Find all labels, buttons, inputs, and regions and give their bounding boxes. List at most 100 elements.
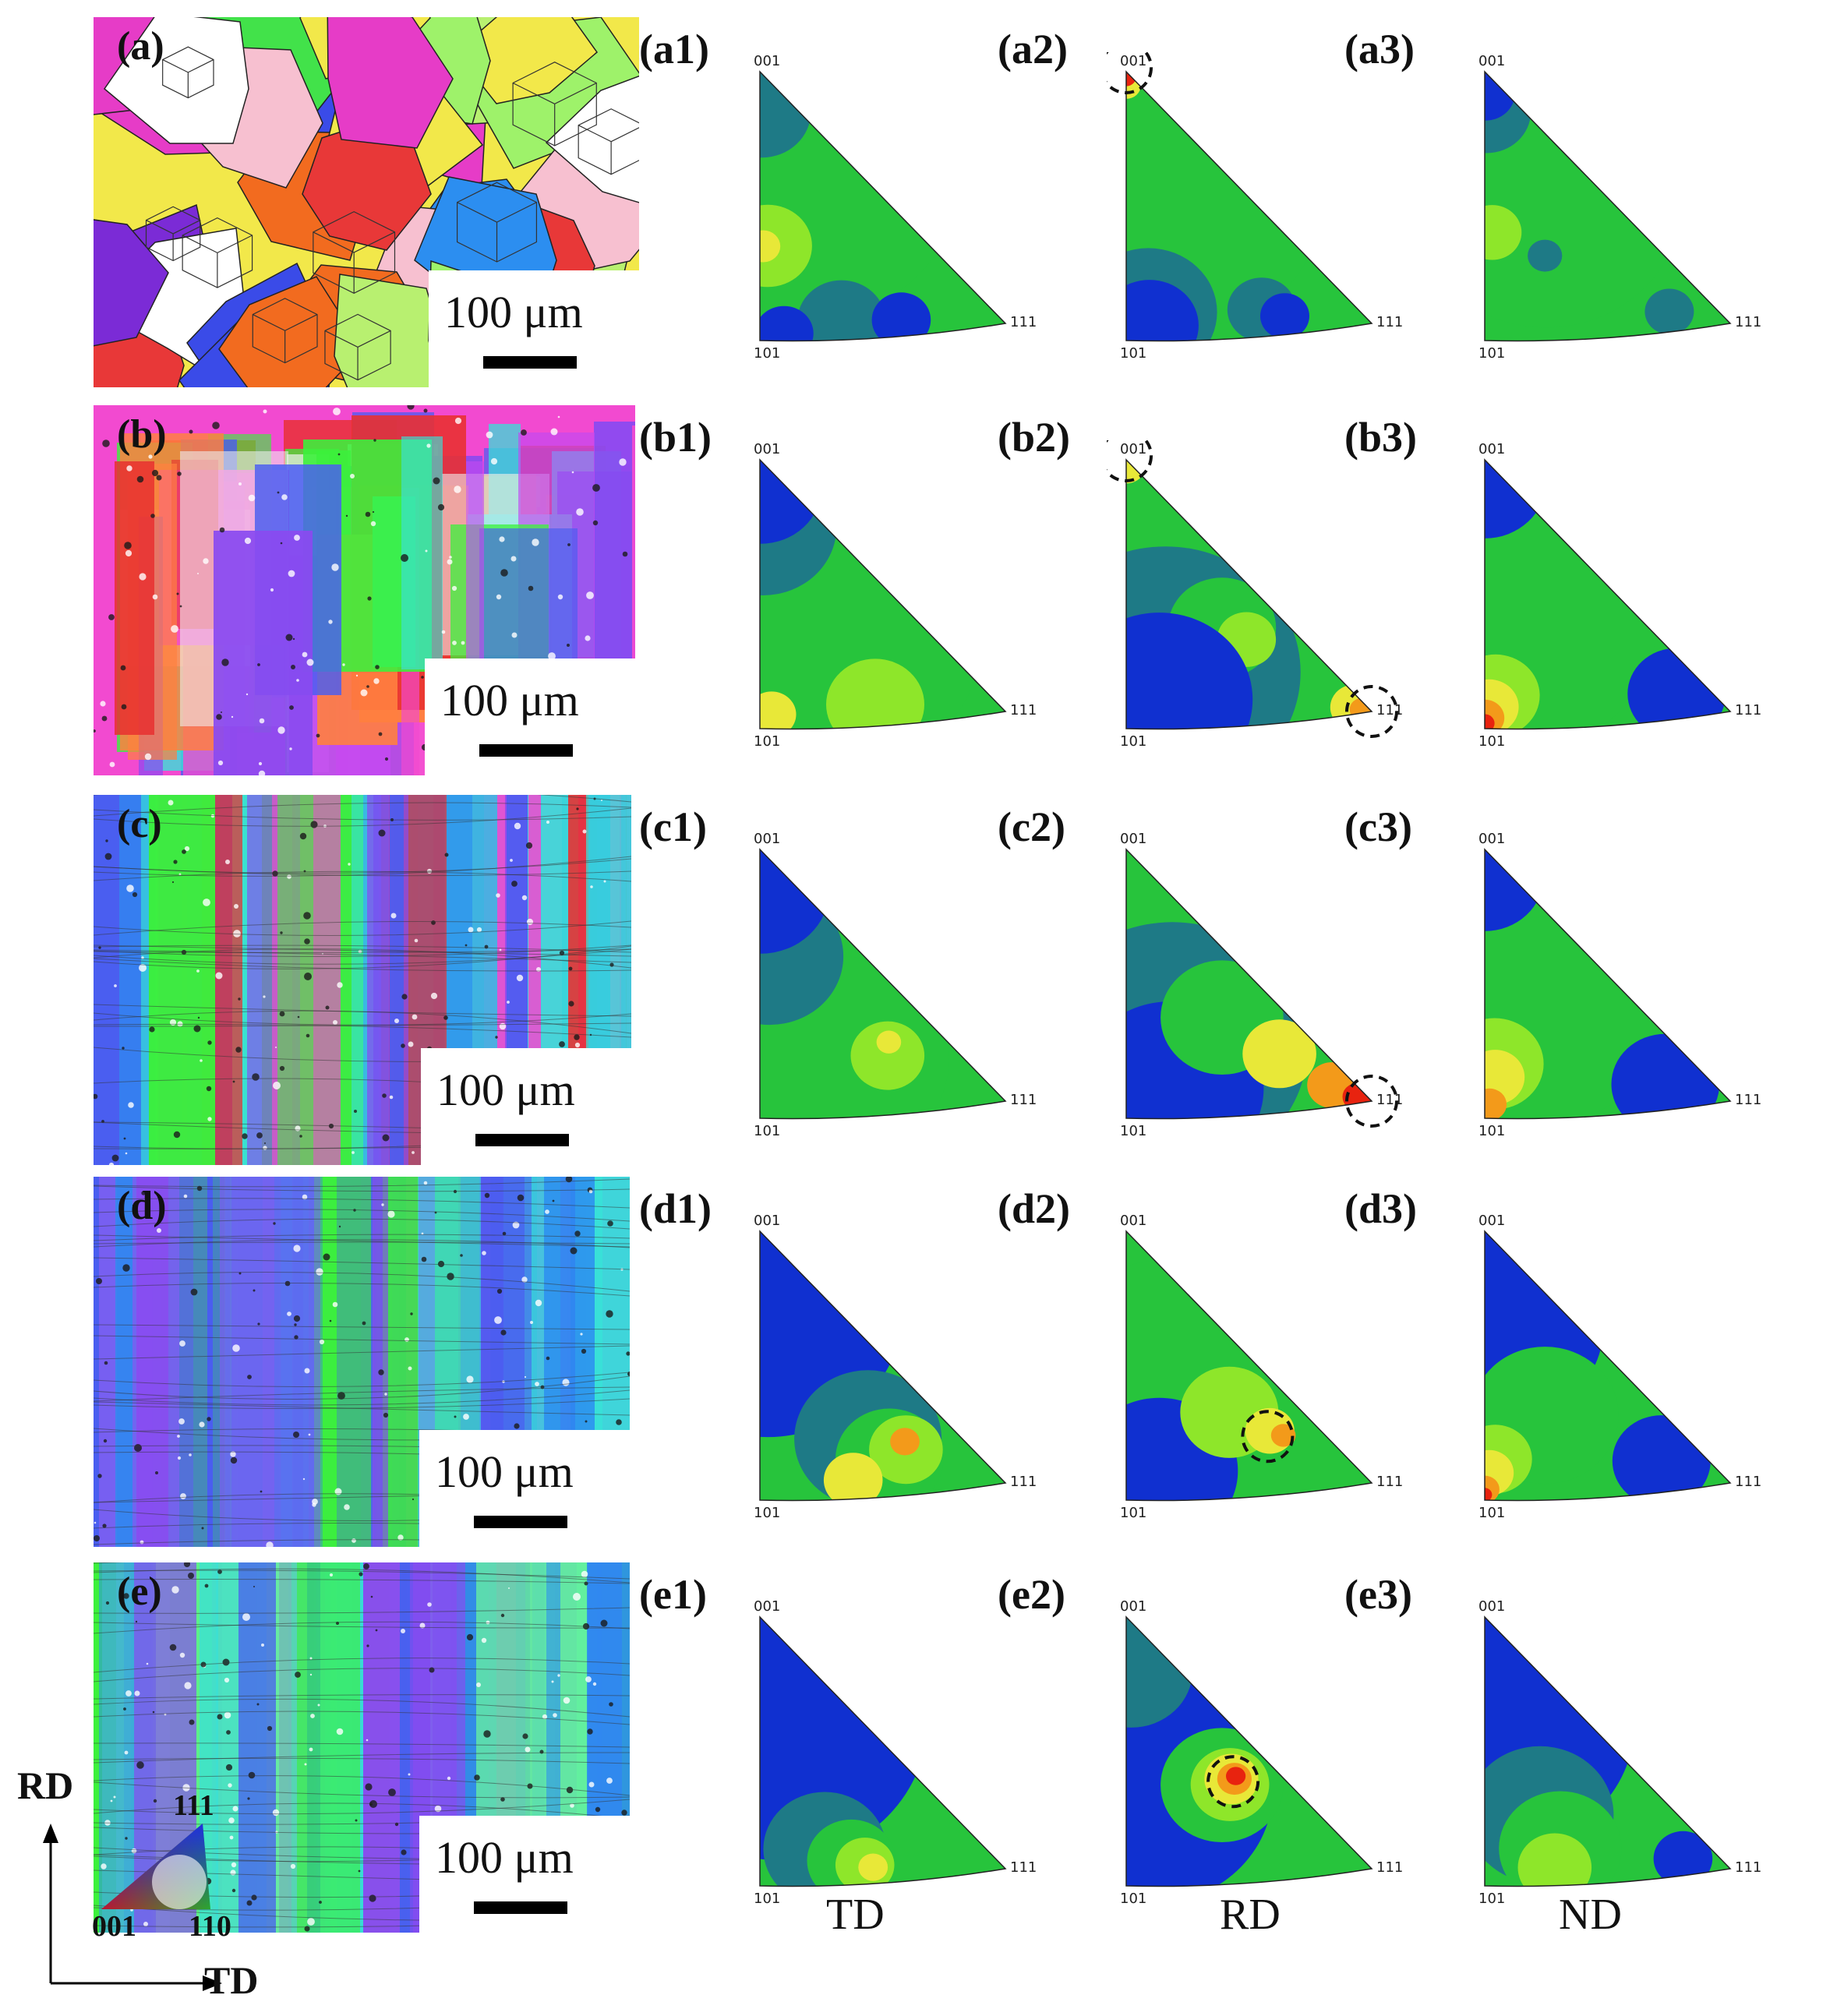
- sample-axes: [43, 1824, 222, 1991]
- pole-figure-label: (d3): [1344, 1185, 1417, 1232]
- pole-figure-label: (b2): [998, 414, 1070, 461]
- pole-label-001: 001: [1478, 1213, 1505, 1229]
- pole-label-111: 111: [1376, 1092, 1403, 1108]
- direction-column-label: ND: [1559, 1891, 1622, 1939]
- inverse-pole-figure: 001 101 111: [1478, 53, 1761, 362]
- legend-label-001: 001: [92, 1910, 136, 1943]
- scale-bar-box: [419, 1816, 630, 1952]
- pole-label-001: 001: [754, 831, 780, 847]
- pole-label-111: 111: [1735, 1092, 1761, 1108]
- panel-label: (d): [117, 1184, 167, 1228]
- direction-column-label: TD: [826, 1891, 885, 1939]
- pole-label-111: 111: [1376, 702, 1403, 718]
- scale-bar-label: 100 μm: [444, 287, 583, 337]
- pole-label-101: 101: [754, 1505, 780, 1521]
- ipf-colour-legend: [101, 1824, 210, 1909]
- inverse-pole-figure: 001 101 111: [754, 1598, 1037, 1907]
- pole-figure-label: (a1): [639, 26, 709, 72]
- scale-bar: [474, 1516, 567, 1528]
- pole-label-111: 111: [1376, 1859, 1403, 1876]
- pole-figure-label: (a2): [998, 26, 1068, 72]
- pole-label-001: 001: [754, 1598, 780, 1615]
- pole-label-001: 001: [1120, 1213, 1146, 1229]
- highlight-circle: [1107, 440, 1153, 482]
- pole-label-111: 111: [1735, 1474, 1761, 1490]
- pole-label-111: 111: [1376, 1474, 1403, 1490]
- pole-label-101: 101: [1478, 733, 1505, 750]
- inverse-pole-figure: 001 101 111: [1478, 1598, 1761, 1907]
- pole-label-001: 001: [754, 53, 780, 69]
- pole-figure-label: (e2): [998, 1571, 1065, 1618]
- pole-label-001: 001: [1478, 1598, 1505, 1615]
- pole-label-101: 101: [754, 1123, 780, 1139]
- pole-label-111: 111: [1376, 314, 1403, 330]
- scale-bar-label: 100 μm: [435, 1446, 574, 1497]
- pole-label-111: 111: [1735, 702, 1761, 718]
- pole-label-101: 101: [1120, 1123, 1146, 1139]
- highlight-circle: [1345, 1075, 1398, 1128]
- panel-label: (c): [117, 802, 162, 846]
- inverse-pole-figure: 001 101 111: [1120, 831, 1403, 1139]
- pole-label-001: 001: [1120, 831, 1146, 847]
- pole-label-101: 101: [754, 1891, 780, 1907]
- pole-figure-label: (a3): [1344, 26, 1415, 72]
- pole-label-101: 101: [1478, 1123, 1505, 1139]
- scale-bar-label: 100 μm: [440, 675, 579, 726]
- axis-label-vertical: RD: [17, 1764, 74, 1807]
- pole-label-111: 111: [1010, 1859, 1037, 1876]
- pole-figure-label: (b1): [639, 414, 712, 461]
- highlight-circle: [1206, 1755, 1260, 1809]
- ipf-orientation-map: [94, 1562, 630, 1933]
- scale-bar: [483, 356, 577, 369]
- pole-label-001: 001: [1478, 831, 1505, 847]
- inverse-pole-figure: 001 101 111: [1478, 441, 1761, 750]
- pole-figure-label: (c3): [1344, 803, 1412, 850]
- pole-label-001: 001: [1478, 53, 1505, 69]
- highlight-circle: [1241, 1410, 1295, 1463]
- direction-column-label: RD: [1220, 1891, 1281, 1939]
- pole-figure-label: (e1): [639, 1571, 707, 1618]
- pole-label-101: 101: [754, 733, 780, 750]
- legend-label-110: 110: [189, 1910, 231, 1943]
- pole-figure-label: (e3): [1344, 1571, 1412, 1618]
- scale-bar: [479, 744, 573, 757]
- pole-label-001: 001: [1478, 441, 1505, 457]
- inverse-pole-figure: 001 101 111: [1478, 1213, 1761, 1521]
- pole-figure-label: (d1): [639, 1185, 712, 1232]
- pole-label-111: 111: [1010, 1474, 1037, 1490]
- inverse-pole-figure: 001 101 111: [1478, 831, 1761, 1139]
- inverse-pole-figure: 001 101 111: [754, 441, 1037, 750]
- pole-label-101: 101: [754, 345, 780, 362]
- pole-label-111: 111: [1010, 1092, 1037, 1108]
- highlight-circle: [1345, 685, 1398, 738]
- pole-label-101: 101: [1478, 345, 1505, 362]
- pole-label-001: 001: [754, 1213, 780, 1229]
- pole-label-101: 101: [1478, 1891, 1505, 1907]
- panel-label: (b): [117, 412, 167, 457]
- inverse-pole-figure: 001 101 111: [1120, 1598, 1403, 1907]
- pole-figure-label: (c2): [998, 803, 1065, 850]
- pole-figure-label: (d2): [998, 1185, 1070, 1232]
- pole-label-101: 101: [1120, 1505, 1146, 1521]
- scale-bar-label: 100 μm: [436, 1064, 575, 1115]
- highlight-circle: [1107, 52, 1153, 94]
- pole-label-001: 001: [1120, 53, 1146, 69]
- pole-label-111: 111: [1010, 702, 1037, 718]
- pole-figure-label: (b3): [1344, 414, 1417, 461]
- pole-label-001: 001: [754, 441, 780, 457]
- pole-label-001: 001: [1120, 441, 1146, 457]
- scale-bar-label: 100 μm: [435, 1832, 574, 1883]
- pole-label-111: 111: [1735, 1859, 1761, 1876]
- pole-label-101: 101: [1120, 345, 1146, 362]
- inverse-pole-figure: 001 101 111: [1107, 440, 1403, 750]
- pole-label-111: 111: [1735, 314, 1761, 330]
- inverse-pole-figure: 001 101 111: [1107, 52, 1403, 362]
- inverse-pole-figure: 001 101 111: [754, 53, 1037, 362]
- inverse-pole-figure: 001 101 111: [754, 1213, 1037, 1521]
- scale-bar: [474, 1901, 567, 1914]
- panel-label: (e): [117, 1569, 162, 1614]
- pole-label-001: 001: [1120, 1598, 1146, 1615]
- pole-label-101: 101: [1478, 1505, 1505, 1521]
- pole-label-101: 101: [1120, 733, 1146, 750]
